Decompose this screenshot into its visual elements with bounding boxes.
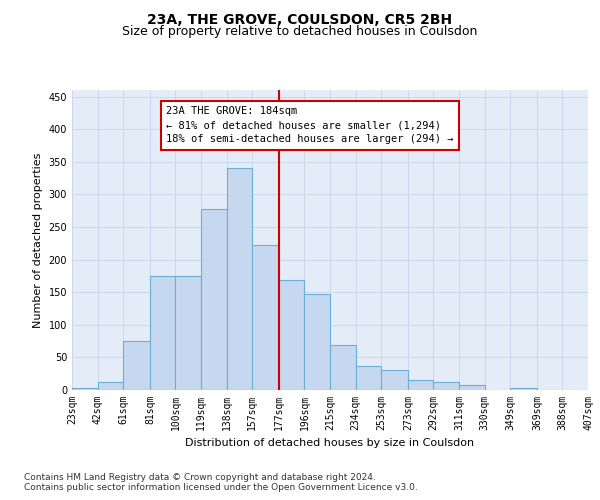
Bar: [356, 366, 381, 390]
Bar: [123, 341, 150, 390]
Text: Contains public sector information licensed under the Open Government Licence v3: Contains public sector information licen…: [24, 483, 418, 492]
Text: Size of property relative to detached houses in Coulsdon: Size of property relative to detached ho…: [122, 25, 478, 38]
Bar: [381, 370, 408, 390]
Bar: [304, 294, 330, 390]
Y-axis label: Number of detached properties: Number of detached properties: [33, 152, 43, 328]
Bar: [227, 168, 252, 390]
Bar: [252, 245, 279, 390]
Bar: [98, 382, 123, 390]
Bar: [330, 345, 356, 390]
X-axis label: Distribution of detached houses by size in Coulsdon: Distribution of detached houses by size …: [185, 438, 475, 448]
Bar: [433, 382, 459, 390]
Text: 23A, THE GROVE, COULSDON, CR5 2BH: 23A, THE GROVE, COULSDON, CR5 2BH: [148, 12, 452, 26]
Bar: [72, 388, 98, 390]
Bar: [510, 388, 537, 390]
Text: Contains HM Land Registry data © Crown copyright and database right 2024.: Contains HM Land Registry data © Crown c…: [24, 473, 376, 482]
Bar: [201, 210, 227, 390]
Bar: [175, 276, 201, 390]
Bar: [408, 380, 433, 390]
Bar: [279, 280, 304, 390]
Bar: [150, 276, 175, 390]
Bar: [459, 386, 485, 390]
Text: 23A THE GROVE: 184sqm
← 81% of detached houses are smaller (1,294)
18% of semi-d: 23A THE GROVE: 184sqm ← 81% of detached …: [166, 106, 454, 144]
